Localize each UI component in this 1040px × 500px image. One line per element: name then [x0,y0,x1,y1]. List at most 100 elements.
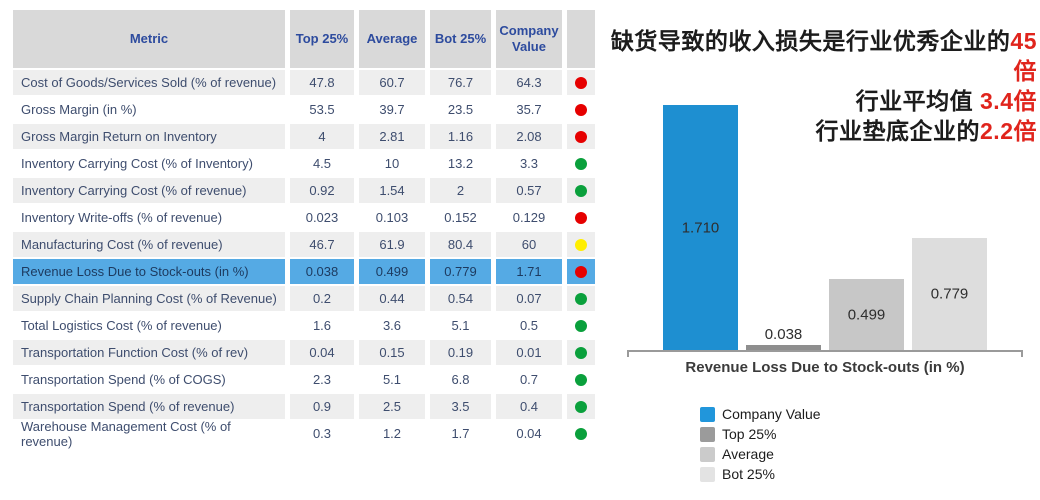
company-value-cell: 1.71 [496,259,562,284]
bot25-value-cell: 5.1 [430,313,491,338]
company-value-cell: 0.07 [496,286,562,311]
metric-name-cell: Gross Margin (in %) [13,97,285,122]
company-value-cell: 0.04 [496,421,562,446]
legend-label: Top 25% [722,426,777,442]
company-value-cell: 60 [496,232,562,257]
bar-value-label: 1.710 [681,219,720,236]
metric-name-cell: Inventory Carrying Cost (% of Inventory) [13,151,285,176]
green-status-dot-icon [575,319,587,332]
average-value-cell: 0.499 [359,259,425,284]
bot25-value-cell: 0.54 [430,286,491,311]
average-value-cell: 61.9 [359,232,425,257]
top25-value-cell: 0.92 [290,178,354,203]
bot25-value-cell: 0.779 [430,259,491,284]
bot25-value-cell: 0.19 [430,340,491,365]
bot25-value-cell: 1.7 [430,421,491,446]
bot25-value-cell: 23.5 [430,97,491,122]
bar-chart: 1.710 0.038 0.499 0.779 [627,100,1023,357]
metric-name-cell: Warehouse Management Cost (% of revenue) [13,419,285,449]
legend-swatch-icon [700,406,715,422]
legend-item-average: Average [700,444,821,464]
average-value-cell: 2.5 [359,394,425,419]
company-value-cell: 0.01 [496,340,562,365]
status-cell [567,394,595,419]
metric-name-cell: Manufacturing Cost (% of revenue) [13,232,285,257]
green-status-dot-icon [575,400,587,413]
annotation-line-1: 缺货导致的收入损失是行业优秀企业的45倍 [610,28,1037,84]
bot25-value-cell: 1.16 [430,124,491,149]
top25-value-cell: 0.023 [290,205,354,230]
status-cell [567,340,595,365]
average-value-cell: 0.15 [359,340,425,365]
average-value-cell: 60.7 [359,70,425,95]
top25-value-cell: 2.3 [290,367,354,392]
green-status-dot-icon [575,157,587,170]
red-status-dot-icon [575,265,587,278]
legend-swatch-icon [700,466,715,482]
top25-value-cell: 4.5 [290,151,354,176]
top25-value-cell: 0.04 [290,340,354,365]
status-cell [567,232,595,257]
bar-value-label: 0.499 [847,306,886,323]
metric-name-cell: Transportation Spend (% of revenue) [13,394,285,419]
top25-value-cell: 1.6 [290,313,354,338]
status-cell [567,124,595,149]
table-body: Cost of Goods/Services Sold (% of revenu… [13,70,597,449]
bar-group: 1.710 0.038 0.499 0.779 [627,100,1023,350]
red-status-dot-icon [575,103,587,116]
green-status-dot-icon [575,427,587,440]
metric-name-cell: Supply Chain Planning Cost (% of Revenue… [13,286,285,311]
legend-item-bot-25-: Bot 25% [700,464,821,484]
average-value-cell: 1.2 [359,421,425,446]
top25-value-cell: 0.2 [290,286,354,311]
bar-bot-25-: 0.779 [912,238,987,350]
status-cell [567,421,595,446]
column-header-average: Average [359,10,425,68]
company-value-cell: 0.7 [496,367,562,392]
company-value-cell: 64.3 [496,70,562,95]
annotation-multiplier-45x: 45倍 [1010,28,1037,84]
top25-value-cell: 53.5 [290,97,354,122]
average-value-cell: 5.1 [359,367,425,392]
status-cell [567,313,595,338]
company-value-cell: 0.4 [496,394,562,419]
average-value-cell: 1.54 [359,178,425,203]
top25-value-cell: 0.3 [290,421,354,446]
bot25-value-cell: 76.7 [430,70,491,95]
company-value-cell: 3.3 [496,151,562,176]
annotation-line-2: 行业平均值 3.4倍 [855,88,1037,114]
average-value-cell: 3.6 [359,313,425,338]
metric-name-cell: Total Logistics Cost (% of revenue) [13,313,285,338]
top25-value-cell: 46.7 [290,232,354,257]
status-cell [567,259,595,284]
table-header-row: Metric Top 25% Average Bot 25% Company V… [13,10,597,68]
bot25-value-cell: 13.2 [430,151,491,176]
company-value-cell: 0.57 [496,178,562,203]
green-status-dot-icon [575,346,587,359]
status-cell [567,178,595,203]
average-value-cell: 2.81 [359,124,425,149]
company-value-cell: 0.5 [496,313,562,338]
red-status-dot-icon [575,130,587,143]
yellow-status-dot-icon [575,238,587,251]
benchmark-table: Metric Top 25% Average Bot 25% Company V… [13,10,597,449]
average-value-cell: 0.103 [359,205,425,230]
metric-name-cell: Revenue Loss Due to Stock-outs (in %) [13,259,285,284]
legend-label: Average [722,446,774,462]
green-status-dot-icon [575,373,587,386]
column-header-metric: Metric [13,10,285,68]
annotation-multiplier-2-2x: 2.2倍 [980,118,1037,144]
company-value-cell: 0.129 [496,205,562,230]
bot25-value-cell: 3.5 [430,394,491,419]
bar-top-25-: 0.038 [746,326,821,350]
status-cell [567,367,595,392]
bar-company-value: 1.710 [663,105,738,350]
column-header-status [567,10,595,68]
company-value-cell: 35.7 [496,97,562,122]
status-cell [567,97,595,122]
status-cell [567,151,595,176]
bar-value-label: 0.038 [764,326,803,343]
bot25-value-cell: 0.152 [430,205,491,230]
column-header-company-value: Company Value [496,10,562,68]
